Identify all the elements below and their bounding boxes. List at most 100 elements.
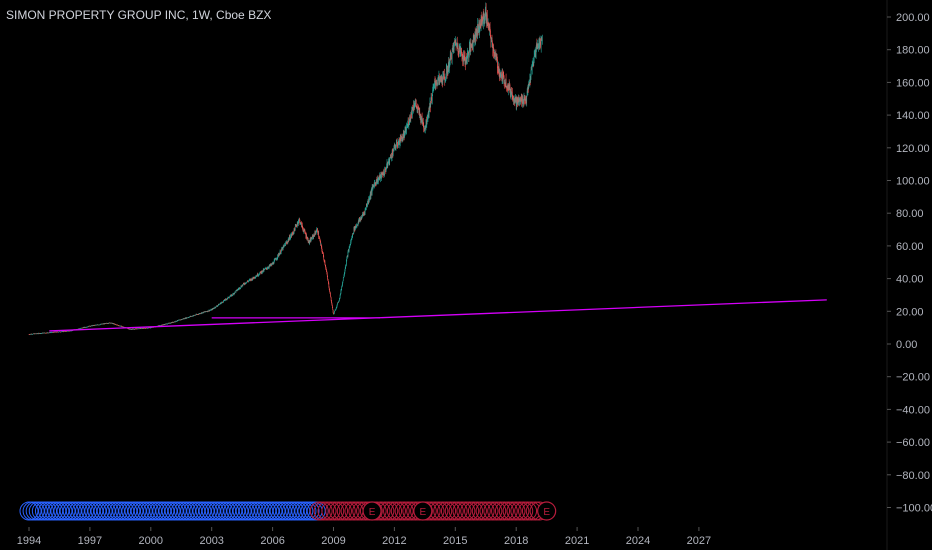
dividend-event[interactable] <box>210 501 230 521</box>
dividend-event[interactable] <box>155 501 175 521</box>
dividend-event[interactable] <box>34 501 54 521</box>
dividend-event[interactable] <box>232 501 252 521</box>
earnings-event[interactable] <box>494 501 514 521</box>
dividend-event[interactable] <box>25 501 45 521</box>
dividend-event[interactable] <box>266 501 286 521</box>
dividend-event[interactable] <box>294 501 314 521</box>
earnings-event[interactable] <box>471 501 491 521</box>
dividend-event[interactable] <box>201 501 221 521</box>
dividend-event[interactable] <box>251 501 271 521</box>
dividend-event[interactable] <box>53 501 73 521</box>
dividend-event[interactable] <box>31 501 51 521</box>
dividend-event[interactable] <box>173 501 193 521</box>
dividend-event[interactable] <box>130 501 150 521</box>
earnings-event[interactable] <box>475 501 495 521</box>
dividend-event[interactable] <box>281 501 301 521</box>
dividend-event[interactable] <box>269 501 289 521</box>
earnings-event[interactable] <box>464 501 484 521</box>
dividend-event[interactable] <box>207 501 227 521</box>
dividend-event[interactable] <box>139 501 159 521</box>
dividend-event[interactable] <box>28 501 48 521</box>
dividend-event[interactable] <box>241 501 261 521</box>
earnings-event[interactable] <box>433 501 453 521</box>
dividend-event[interactable] <box>143 501 163 521</box>
dividend-event[interactable] <box>127 501 147 521</box>
dividend-event[interactable] <box>285 501 305 521</box>
earnings-event[interactable] <box>383 501 403 521</box>
dividend-event[interactable] <box>254 501 274 521</box>
trendlines-layer[interactable] <box>49 299 827 332</box>
dividend-event[interactable] <box>56 501 76 521</box>
time-axis[interactable]: 1994 1997 2000 2003 2006 2009 2012 2015 2018 2021… <box>17 527 711 547</box>
earnings-event[interactable] <box>479 501 499 521</box>
dividend-event[interactable] <box>220 501 240 521</box>
earnings-event[interactable] <box>460 501 480 521</box>
dividend-event[interactable] <box>186 501 206 521</box>
dividend-event[interactable] <box>189 501 209 521</box>
dividend-event[interactable] <box>146 501 166 521</box>
dividend-event[interactable] <box>121 501 141 521</box>
earnings-event[interactable] <box>332 501 352 521</box>
earnings-event[interactable] <box>386 501 406 521</box>
earnings-event[interactable] <box>498 501 518 521</box>
dividend-event[interactable] <box>152 501 172 521</box>
dividend-event[interactable] <box>62 501 82 521</box>
dividend-event[interactable] <box>112 501 132 521</box>
dividend-event[interactable] <box>192 501 212 521</box>
dividend-event[interactable] <box>158 501 178 521</box>
dividend-event[interactable] <box>272 501 292 521</box>
dividend-event[interactable] <box>161 501 181 521</box>
dividend-event[interactable] <box>71 501 91 521</box>
earnings-event[interactable] <box>313 501 333 521</box>
dividend-event[interactable] <box>59 501 79 521</box>
dividend-event[interactable] <box>102 501 122 521</box>
earnings-event[interactable] <box>491 501 511 521</box>
dividend-event[interactable] <box>44 501 64 521</box>
dividend-event[interactable] <box>22 501 42 521</box>
dividend-event[interactable] <box>164 501 184 521</box>
dividend-event[interactable] <box>133 501 153 521</box>
dividend-event[interactable] <box>81 501 101 521</box>
dividend-event[interactable] <box>300 501 320 521</box>
dividend-event[interactable] <box>115 501 135 521</box>
dividend-event[interactable] <box>180 501 200 521</box>
dividend-event[interactable] <box>90 501 110 521</box>
earnings-marker[interactable] <box>537 501 557 521</box>
earnings-event[interactable] <box>437 501 457 521</box>
dividend-event[interactable] <box>109 501 129 521</box>
dividend-event[interactable] <box>176 501 196 521</box>
dividend-event[interactable] <box>244 501 264 521</box>
dividend-event[interactable] <box>297 501 317 521</box>
dividend-event[interactable] <box>19 501 39 521</box>
earnings-event[interactable] <box>452 501 472 521</box>
earnings-event[interactable] <box>510 501 530 521</box>
dividend-event[interactable] <box>93 501 113 521</box>
dividend-event[interactable] <box>136 501 156 521</box>
earnings-event[interactable] <box>483 501 503 521</box>
dividend-event[interactable] <box>38 501 58 521</box>
dividend-event[interactable] <box>204 501 224 521</box>
earnings-event[interactable] <box>317 501 337 521</box>
dividend-event[interactable] <box>68 501 88 521</box>
dividend-event[interactable] <box>260 501 280 521</box>
trendline-1[interactable] <box>49 299 827 332</box>
price-axis[interactable]: 200.00 180.00 160.00 140.00 120.00 100.00 80.0… <box>887 12 932 515</box>
earnings-event[interactable] <box>390 501 410 521</box>
dividend-event[interactable] <box>118 501 138 521</box>
dividend-event[interactable] <box>47 501 67 521</box>
earnings-event[interactable] <box>506 501 526 521</box>
earnings-event[interactable] <box>325 501 345 521</box>
dividend-event[interactable] <box>248 501 268 521</box>
earnings-event[interactable] <box>456 501 476 521</box>
dividend-event[interactable] <box>78 501 98 521</box>
dividend-event[interactable] <box>87 501 107 521</box>
earnings-event[interactable] <box>467 501 487 521</box>
earnings-event[interactable] <box>502 501 522 521</box>
dividend-event[interactable] <box>238 501 258 521</box>
dividend-event[interactable] <box>84 501 104 521</box>
dividend-event[interactable] <box>75 501 95 521</box>
dividend-event[interactable] <box>275 501 295 521</box>
